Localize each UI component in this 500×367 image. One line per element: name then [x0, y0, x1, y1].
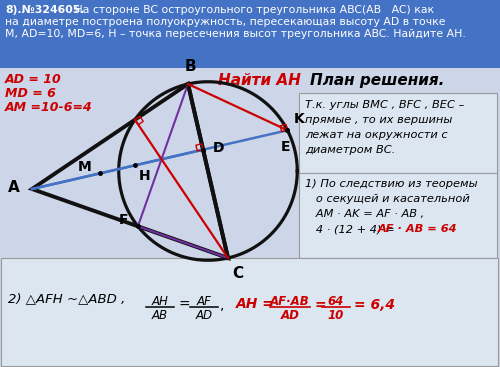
Text: На стороне BC остроугольного треугольника ABC(AB   AC) как: На стороне BC остроугольного треугольник… — [71, 5, 434, 15]
Text: AF: AF — [196, 295, 212, 308]
Text: ,: , — [220, 298, 224, 312]
Text: AD: AD — [280, 309, 299, 322]
Text: F: F — [118, 213, 128, 227]
FancyBboxPatch shape — [299, 93, 497, 173]
Text: AD: AD — [196, 309, 212, 322]
Text: K: K — [294, 112, 304, 126]
Text: AH =: AH = — [236, 297, 275, 311]
Text: AF · AB = 64: AF · AB = 64 — [378, 224, 458, 234]
Text: AB: AB — [152, 309, 168, 322]
Text: 1) По следствию из теоремы: 1) По следствию из теоремы — [305, 179, 478, 189]
Text: = 6,4: = 6,4 — [354, 298, 395, 312]
Text: Найти АН: Найти АН — [218, 73, 301, 88]
Text: лежат на окружности с: лежат на окружности с — [305, 130, 448, 140]
Text: B: B — [184, 59, 196, 74]
Text: C: C — [232, 266, 243, 281]
Text: о секущей и касательной: о секущей и касательной — [305, 194, 470, 204]
Text: D: D — [213, 141, 224, 155]
Text: 64: 64 — [328, 295, 344, 308]
Text: на диаметре построена полуокружность, пересекающая высоту AD в точке: на диаметре построена полуокружность, пе… — [5, 17, 446, 27]
Text: MD = 6: MD = 6 — [5, 87, 56, 100]
Text: M, AD=10, MD=6, H – точка пересечения высот треугольника ABC. Найдите АН.: M, AD=10, MD=6, H – точка пересечения вы… — [5, 29, 466, 39]
Text: 4 · (12 + 4) =: 4 · (12 + 4) = — [305, 224, 398, 234]
Text: AH: AH — [152, 295, 168, 308]
Text: M: M — [78, 160, 92, 174]
Text: диаметром ВС.: диаметром ВС. — [305, 145, 396, 155]
Text: =: = — [178, 298, 190, 312]
Text: AM · AK = AF · AB ,: AM · AK = AF · AB , — [305, 209, 424, 219]
Text: Т.к. углы ВМС , ВFC , ВЕС –: Т.к. углы ВМС , ВFC , ВЕС – — [305, 100, 464, 110]
FancyBboxPatch shape — [0, 0, 500, 68]
Text: H: H — [138, 170, 150, 184]
Text: 10: 10 — [328, 309, 344, 322]
FancyBboxPatch shape — [1, 258, 498, 366]
Text: AD = 10: AD = 10 — [5, 73, 62, 86]
Text: =: = — [314, 298, 326, 312]
Text: План решения.: План решения. — [310, 73, 444, 88]
Text: AM =10-6=4: AM =10-6=4 — [5, 101, 93, 114]
Text: прямые , то их вершины: прямые , то их вершины — [305, 115, 452, 125]
FancyBboxPatch shape — [299, 173, 497, 258]
Text: AF·AB: AF·AB — [270, 295, 310, 308]
Text: A: A — [8, 179, 20, 195]
Text: 2) △AFH ~△ABD ,: 2) △AFH ~△ABD , — [8, 292, 126, 305]
Text: 8).№324605.: 8).№324605. — [5, 5, 84, 15]
Text: E: E — [280, 140, 290, 154]
